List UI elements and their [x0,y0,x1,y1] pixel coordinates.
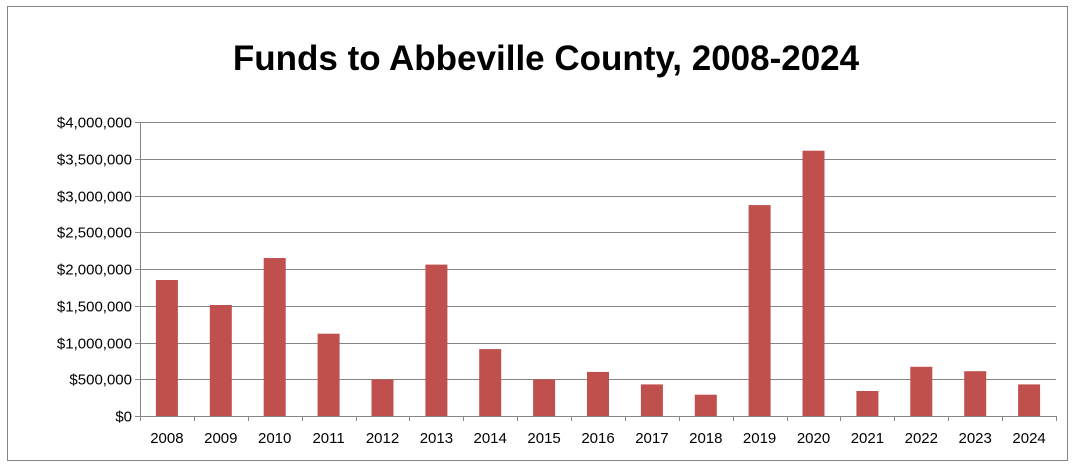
x-tick-label: 2015 [527,430,560,447]
bar-2016 [587,371,609,416]
x-tick-label: 2019 [743,430,776,447]
y-tick-label: $4,000,000 [57,115,132,132]
y-tick-label: $500,000 [69,372,132,389]
bar-chart: Funds to Abbeville County, 2008-2024 $0$… [57,39,1057,447]
bar-2022 [910,366,933,416]
x-tick-label: 2024 [1012,430,1045,447]
bar-2021 [856,391,879,416]
y-tick-label: $0 [115,409,132,426]
x-tick-label: 2022 [905,430,938,447]
x-tick-label: 2009 [204,430,237,447]
x-tick-label: 2011 [312,430,344,447]
x-tick-label: 2021 [851,430,884,447]
x-tick-label: 2013 [420,430,453,447]
y-tick-label: $1,000,000 [57,336,132,353]
bars [155,150,1041,417]
x-tick-label: 2012 [366,430,399,447]
x-tick-label: 2020 [797,430,830,447]
bar-2012 [371,379,394,417]
y-tick-labels: $0 $500,000 $1,000,000 $1,500,000 $2,000,000… [57,115,132,426]
y-tick-label: $2,500,000 [57,225,132,242]
bar-2023 [964,371,987,416]
bar-2008 [155,280,178,416]
bar-2019 [748,205,771,416]
bar-2011 [317,333,340,416]
x-tick-label: 2017 [635,430,668,447]
x-tick-labels: 2008 2009 2010 2011 2012 2013 2014 2015 2016 2017… [150,430,1046,447]
axes [135,122,1057,421]
bar-2018 [694,394,717,416]
bar-2024 [1018,384,1041,416]
y-tick-label: $3,000,000 [57,189,132,206]
bar-2013 [425,264,448,416]
bar-2014 [479,349,502,416]
x-tick-label: 2014 [474,430,507,447]
x-tick-label: 2023 [959,430,992,447]
x-tick-label: 2008 [150,430,183,447]
x-tick-label: 2018 [689,430,722,447]
bar-2017 [640,384,663,416]
bar-2010 [263,258,286,416]
y-tick-label: $2,000,000 [57,262,132,279]
chart-frame: Funds to Abbeville County, 2008-2024 $0 $… [7,6,1068,461]
x-tick-label: 2010 [258,430,291,447]
bar-2020 [802,150,825,416]
x-tick-label: 2016 [581,430,614,447]
gridlines [140,122,1056,380]
y-tick-label: $3,500,000 [57,152,132,169]
y-tick-label: $1,500,000 [57,299,132,316]
chart-title: Funds to Abbeville County, 2008-2024 [233,39,860,78]
bar-2009 [209,305,232,416]
bar-2015 [533,379,556,417]
